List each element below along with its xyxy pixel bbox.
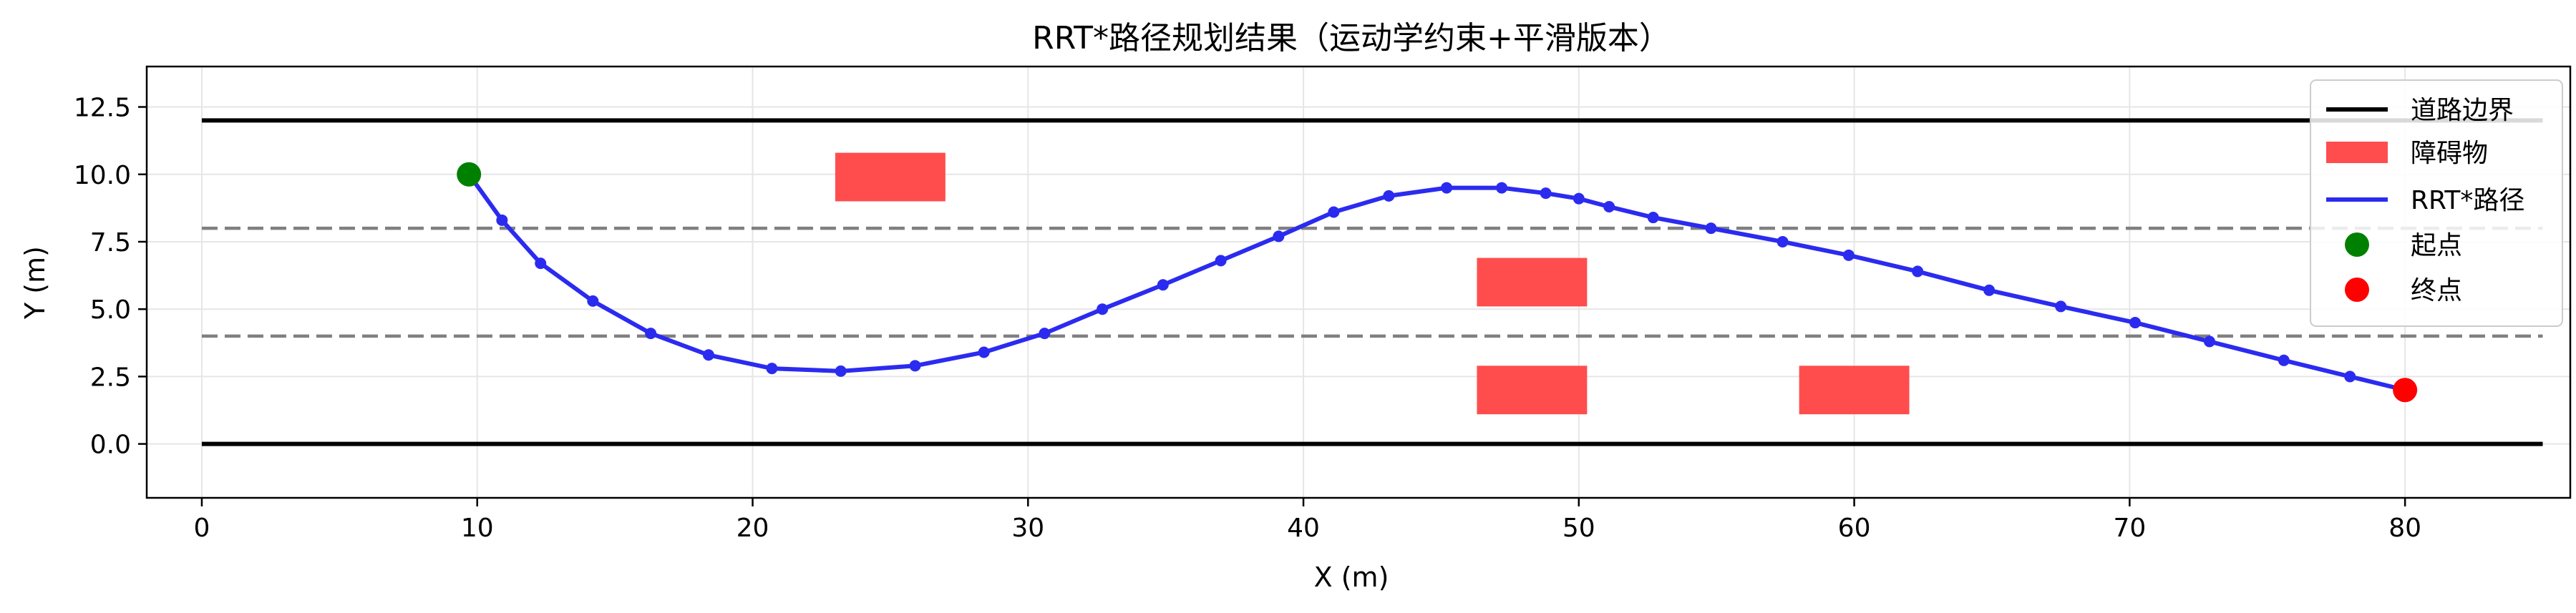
x-tick-label: 80 xyxy=(2388,514,2421,543)
grid xyxy=(147,67,2570,498)
end-point xyxy=(2393,378,2418,403)
obstacle xyxy=(1477,258,1588,307)
path-point xyxy=(1705,222,1717,235)
y-tick-label: 10.0 xyxy=(74,161,131,190)
path-point xyxy=(1912,265,1924,278)
obstacles xyxy=(835,152,1910,415)
path-point xyxy=(1097,303,1109,315)
obstacle xyxy=(1799,366,1910,415)
path-point xyxy=(1777,235,1789,247)
path-point xyxy=(1441,182,1453,194)
y-tick-label: 5.0 xyxy=(90,295,131,325)
y-tick-label: 0.0 xyxy=(90,431,131,460)
path-point xyxy=(1215,255,1227,267)
path-line xyxy=(467,172,2408,393)
x-tick-label: 30 xyxy=(1011,514,1044,543)
path-point xyxy=(978,346,990,358)
path-point xyxy=(1273,230,1285,242)
path-point xyxy=(2129,317,2142,329)
legend-end-label: 终点 xyxy=(2411,276,2462,305)
path-point xyxy=(645,328,657,340)
y-tick-label: 7.5 xyxy=(90,228,131,258)
path-point xyxy=(1383,190,1395,202)
y-axis-label: Y (m) xyxy=(19,246,51,320)
path-point xyxy=(2203,335,2215,348)
legend: 道路边界 障碍物 RRT*路径 起点 终点 xyxy=(2310,79,2563,327)
path-point xyxy=(2278,354,2290,366)
path-point xyxy=(2344,371,2356,383)
legend-road-label: 道路边界 xyxy=(2411,96,2514,125)
obstacle xyxy=(1477,366,1588,415)
x-tick-label: 20 xyxy=(737,514,769,543)
path-point xyxy=(1603,200,1615,212)
plot-frame xyxy=(145,65,2572,499)
path-point xyxy=(1647,212,1659,224)
path-point xyxy=(1573,192,1585,205)
path-point xyxy=(835,365,847,377)
path-point xyxy=(1157,279,1169,291)
path-point xyxy=(1540,187,1552,200)
path-point xyxy=(1328,206,1340,218)
y-tick-label: 2.5 xyxy=(90,363,131,392)
path-point xyxy=(2055,300,2067,313)
path-point xyxy=(535,258,547,270)
x-tick-label: 70 xyxy=(2113,514,2146,543)
legend-start-swatch xyxy=(2345,232,2369,257)
legend-obstacle-label: 障碍物 xyxy=(2411,139,2488,168)
legend-start-label: 起点 xyxy=(2411,231,2462,260)
x-tick-label: 40 xyxy=(1287,514,1320,543)
legend-end-swatch xyxy=(2345,278,2369,302)
path-series xyxy=(463,168,2411,396)
x-axis-label: X (m) xyxy=(1314,561,1389,593)
road-lines xyxy=(201,118,2543,446)
path-point xyxy=(1842,249,1855,261)
chart-title: RRT*路径规划结果（运动学约束+平滑版本） xyxy=(1032,20,1671,57)
path-point xyxy=(702,349,714,361)
axis-ticks: 0 10 20 30 40 50 60 70 80 0.0 2.5 5.0 7.5 10.0 12.5 xyxy=(74,94,2421,543)
legend-path-label: RRT*路径 xyxy=(2411,186,2524,215)
legend-obstacle-swatch xyxy=(2326,142,2388,163)
start-end-markers xyxy=(457,162,2418,403)
path-point xyxy=(1983,284,1996,296)
path-point xyxy=(496,214,508,226)
obstacle xyxy=(835,152,946,202)
path-point xyxy=(1039,328,1051,340)
y-tick-label: 12.5 xyxy=(74,94,131,123)
x-tick-label: 10 xyxy=(461,514,494,543)
path-point xyxy=(587,295,599,307)
x-tick-label: 50 xyxy=(1562,514,1595,543)
start-point xyxy=(457,162,482,187)
path-point xyxy=(1496,182,1508,194)
x-tick-label: 60 xyxy=(1838,514,1871,543)
path-point xyxy=(909,360,921,372)
path-point xyxy=(766,363,778,375)
x-tick-label: 0 xyxy=(194,514,210,543)
